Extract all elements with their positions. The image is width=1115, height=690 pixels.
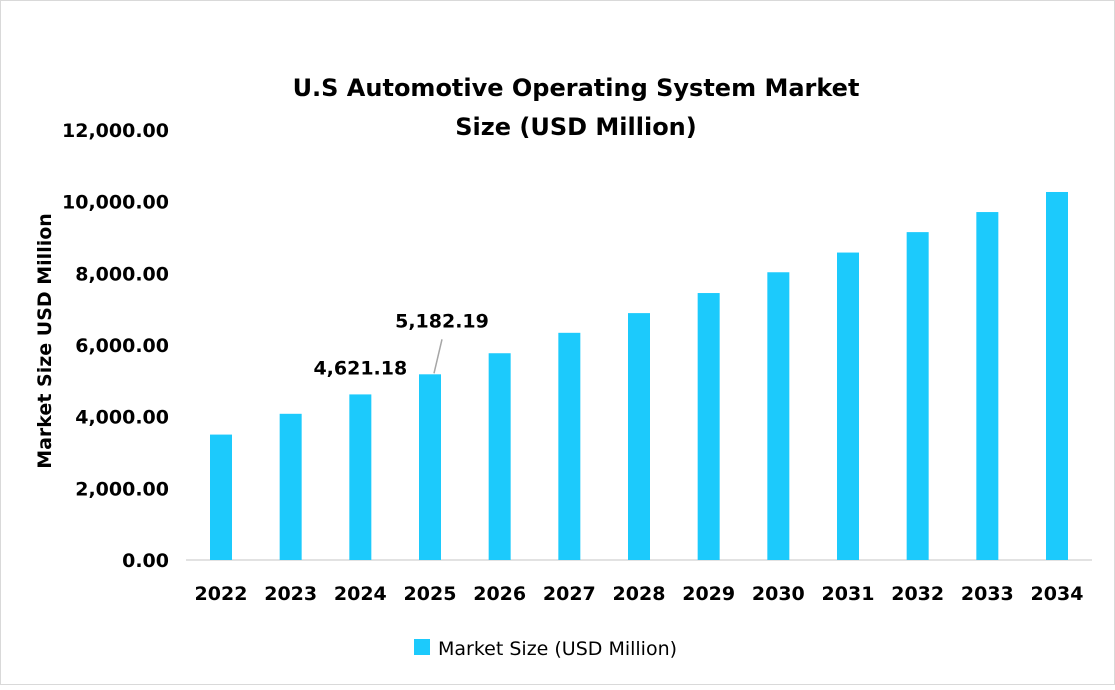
y-tick-label: 2,000.00 <box>75 478 169 500</box>
chart-title-line-1: U.S Automotive Operating System Market <box>293 74 860 102</box>
x-tick-label: 2026 <box>473 583 526 605</box>
bar-2032 <box>906 232 929 560</box>
x-tick-label: 2023 <box>264 583 317 605</box>
bar-2024 <box>349 394 372 560</box>
x-tick-label: 2033 <box>961 583 1014 605</box>
bar-2033 <box>976 212 999 560</box>
leader-line <box>433 339 443 374</box>
bar-2031 <box>837 252 859 561</box>
y-tick-label: 10,000.00 <box>62 192 169 214</box>
bar-2022 <box>210 434 232 560</box>
bar-2027 <box>558 332 581 560</box>
y-tick-label: 6,000.00 <box>75 335 169 357</box>
y-tick-label: 12,000.00 <box>62 120 169 142</box>
bar-2025 <box>419 374 441 560</box>
data-label: 5,182.19 <box>395 310 489 332</box>
bar-2028 <box>628 313 650 560</box>
x-tick-label: 2024 <box>334 583 387 605</box>
bar-2034 <box>1046 191 1068 560</box>
x-tick-label: 2029 <box>682 583 735 605</box>
bar-2030 <box>767 272 790 560</box>
x-tick-label: 2027 <box>543 583 596 605</box>
data-label: 4,621.18 <box>313 357 407 379</box>
x-tick-label: 2028 <box>613 583 666 605</box>
x-tick-label: 2034 <box>1031 583 1084 605</box>
y-tick-label: 0.00 <box>122 550 169 572</box>
x-tick-label: 2032 <box>891 583 944 605</box>
y-axis-label: Market Size USD Million <box>34 213 56 469</box>
legend-label: Market Size (USD Million) <box>438 638 677 660</box>
x-tick-label: 2031 <box>822 583 875 605</box>
x-tick-label: 2022 <box>195 583 248 605</box>
y-tick-label: 4,000.00 <box>75 407 169 429</box>
bar-2023 <box>279 413 302 560</box>
bar-2026 <box>488 353 511 560</box>
y-tick-label: 8,000.00 <box>75 263 169 285</box>
bar-2029 <box>697 293 720 560</box>
x-tick-label: 2025 <box>404 583 457 605</box>
chart-title-line-2: Size (USD Million) <box>455 113 696 141</box>
legend-swatch <box>414 639 430 655</box>
x-tick-label: 2030 <box>752 583 805 605</box>
